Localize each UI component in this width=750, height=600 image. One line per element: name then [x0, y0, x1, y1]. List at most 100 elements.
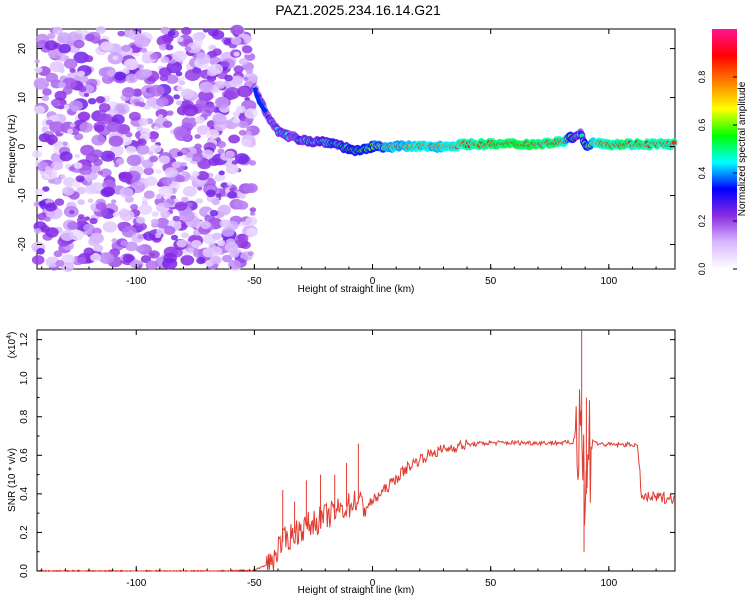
noise-blob [95, 202, 107, 211]
noise-blob [114, 103, 130, 115]
noise-blob [128, 111, 141, 121]
noise-blob [238, 129, 247, 136]
noise-blob [165, 44, 174, 51]
spectrogram-xlabel: Height of straight line (km) [298, 284, 415, 295]
noise-blob [205, 189, 216, 198]
noise-blob [219, 219, 231, 228]
noise-blob [158, 67, 172, 77]
noise-blob [95, 26, 106, 34]
noise-blob [216, 239, 226, 247]
noise-blob [233, 65, 244, 74]
noise-blob [229, 187, 236, 193]
noise-blob [239, 120, 249, 129]
noise-blob [128, 30, 141, 40]
noise-blob [38, 200, 46, 207]
noise-blob [59, 151, 73, 162]
noise-blob [62, 186, 75, 196]
noise-blob [233, 51, 240, 57]
noise-blob [150, 138, 156, 143]
noise-blob [148, 131, 159, 140]
noise-blob [58, 104, 65, 110]
noise-blob [97, 113, 112, 125]
noise-blob [150, 218, 160, 225]
figure-title: PAZ1.2025.234.16.14.G21 [275, 2, 441, 18]
noise-blob [187, 247, 194, 253]
noise-blob [173, 126, 188, 137]
noise-blob [47, 32, 56, 39]
snr-xtick-label: -100 [126, 578, 146, 589]
noise-blob [176, 85, 184, 92]
noise-blob [59, 174, 66, 179]
noise-blob [227, 181, 233, 186]
noise-blob [89, 232, 104, 244]
noise-blob [89, 217, 98, 225]
noise-blob [247, 251, 254, 256]
noise-blob [217, 204, 231, 216]
noise-blob [160, 26, 171, 35]
noise-blob [34, 66, 43, 74]
noise-blob [129, 260, 140, 269]
noise-blob [45, 166, 52, 171]
noise-blob [191, 240, 202, 248]
noise-blob [208, 243, 216, 250]
noise-blob [243, 76, 249, 81]
noise-blob [111, 199, 117, 204]
noise-blob [202, 235, 209, 241]
noise-blob [214, 96, 230, 109]
spectrogram-ytick-label: 20 [17, 43, 28, 55]
snr-ytick-label: 0.0 [19, 564, 30, 578]
noise-blob [179, 210, 195, 223]
noise-blob [130, 204, 139, 211]
noise-blob [69, 68, 76, 73]
snr-ytick-label: 0.2 [19, 525, 30, 539]
noise-blob [143, 167, 154, 176]
noise-blob [88, 98, 97, 105]
snr-frame [36, 329, 676, 572]
noise-blob [175, 100, 183, 106]
noise-blob [34, 188, 45, 196]
spectrogram-ytick-label: 10 [17, 92, 28, 104]
noise-blob [122, 254, 134, 263]
noise-blob [157, 114, 164, 119]
noise-blob [221, 227, 235, 237]
noise-blob [185, 152, 194, 158]
noise-blob [111, 238, 118, 243]
noise-blob [208, 28, 219, 37]
noise-blob [93, 244, 104, 252]
noise-blob [144, 176, 158, 187]
noise-blob [212, 232, 222, 240]
noise-blob [96, 96, 105, 104]
noise-blob [149, 229, 156, 235]
noise-blob [159, 74, 169, 82]
noise-blob [114, 163, 120, 168]
noise-blob [209, 209, 219, 217]
colorbar-tick-label: 0.0 [697, 263, 707, 276]
noise-blob [48, 178, 55, 184]
noise-blob [76, 256, 87, 265]
noise-blob [161, 177, 173, 186]
noise-blob [145, 260, 158, 270]
snr-ytick-label: 1.2 [19, 332, 30, 346]
noise-blob [69, 123, 76, 128]
noise-blob [170, 195, 177, 200]
noise-blob [196, 171, 209, 181]
noise-blob [203, 103, 217, 114]
noise-blob [31, 255, 45, 265]
svg-text:(x104): (x104) [6, 332, 18, 359]
snr-xtick-label: 50 [485, 578, 497, 589]
noise-blob [172, 215, 181, 222]
noise-blob [196, 124, 210, 135]
noise-blob [140, 47, 148, 53]
noise-blob [163, 202, 171, 209]
noise-blob [91, 149, 103, 158]
noise-blob [54, 90, 67, 101]
noise-blob [211, 199, 220, 206]
noise-blob [42, 186, 50, 192]
noise-blob [155, 169, 162, 174]
noise-blob [208, 157, 220, 166]
noise-blob [196, 257, 206, 265]
noise-blob [120, 240, 129, 247]
noise-blob [245, 216, 258, 226]
